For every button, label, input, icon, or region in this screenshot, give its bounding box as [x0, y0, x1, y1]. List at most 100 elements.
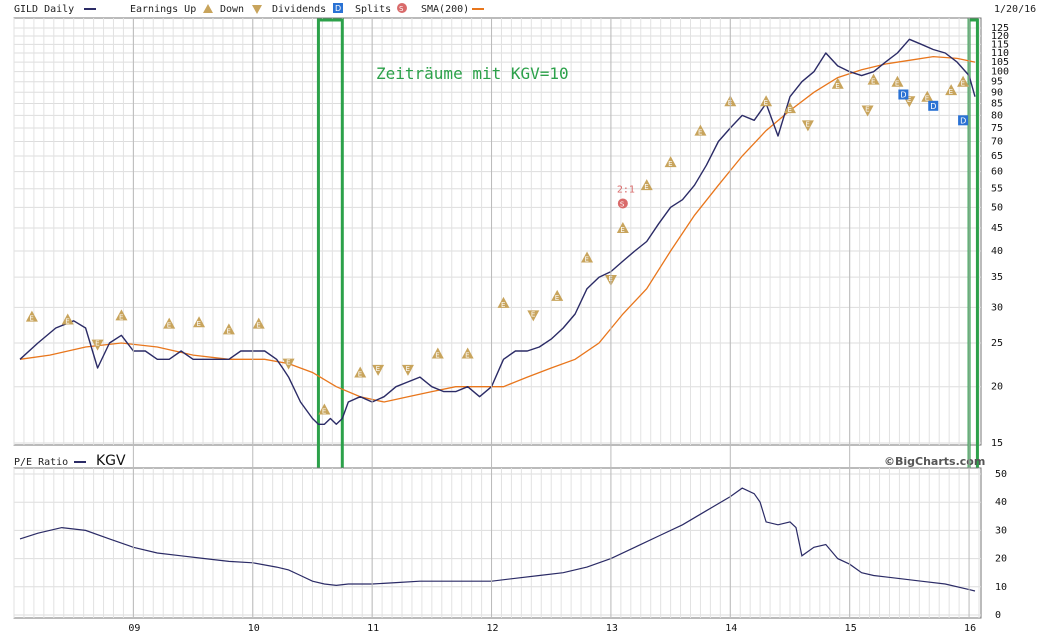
earnings-up-marker: E: [193, 316, 206, 328]
earnings-up-marker: E: [760, 95, 773, 107]
earnings-down-marker: E: [372, 364, 385, 376]
svg-text:E: E: [501, 301, 505, 309]
svg-text:E: E: [376, 365, 380, 373]
price-tick-label: 125: [991, 23, 1009, 34]
price-tick-label: 30: [991, 302, 1003, 313]
x-tick-label: 14: [725, 623, 737, 634]
pe-y-axis: 50 40 30 20 10 0: [995, 469, 1007, 621]
x-tick-label: 15: [845, 623, 857, 634]
price-tick-label: 20: [991, 382, 1003, 393]
svg-text:E: E: [119, 313, 123, 321]
legend: GILD Daily Earnings Up Down Dividends D …: [14, 3, 1036, 15]
svg-text:E: E: [465, 351, 469, 359]
pe-panel: P/E Ratio KGV ©BigCharts.com 50 40 30 20 10 0: [13, 453, 1007, 621]
svg-text:S: S: [620, 200, 625, 208]
price-tick-label: 80: [991, 110, 1003, 121]
svg-text:E: E: [585, 255, 589, 263]
pe-tick-label: 0: [995, 610, 1001, 621]
svg-text:E: E: [435, 351, 439, 359]
price-tick-label: 70: [991, 136, 1003, 147]
svg-text:E: E: [29, 315, 33, 323]
svg-text:E: E: [197, 320, 201, 328]
x-tick-label: 12: [487, 623, 499, 634]
svg-text:D: D: [930, 102, 936, 111]
pe-tick-label: 30: [995, 525, 1007, 536]
event-markers: EEEEEEEEEEEEEEEEEEEEEEEEEEEEEEEEEEEEDDDS…: [25, 73, 970, 416]
svg-text:E: E: [405, 365, 409, 373]
split-legend-icon: S: [397, 3, 407, 13]
earnings-up-marker: E: [354, 366, 367, 379]
svg-text:S: S: [399, 5, 404, 13]
earnings-up-marker: E: [61, 313, 74, 325]
date-label: 1/20/16: [994, 4, 1036, 15]
price-grid: [13, 18, 981, 445]
svg-text:E: E: [322, 408, 326, 416]
earnings-up-marker: E: [664, 156, 677, 168]
svg-text:E: E: [256, 322, 260, 330]
x-tick-label: 10: [248, 623, 260, 634]
price-tick-label: 90: [991, 87, 1003, 98]
earnings-up-marker: E: [945, 84, 958, 96]
earnings-up-marker: E: [497, 296, 510, 309]
svg-text:E: E: [286, 359, 290, 367]
sma-200-line: [19, 55, 976, 403]
price-tick-label: 120: [991, 31, 1009, 42]
earnings-down-marker: E: [801, 120, 814, 132]
earnings-down-marker: E: [527, 310, 540, 322]
legend-dividends: Dividends: [272, 4, 326, 15]
earnings-up-marker: E: [551, 289, 564, 302]
earnings-up-marker: E: [831, 77, 844, 90]
svg-text:E: E: [531, 310, 535, 318]
price-tick-label: 115: [991, 39, 1009, 50]
earnings-up-marker: E: [640, 179, 653, 191]
svg-text:E: E: [764, 99, 768, 107]
dividend-marker: D: [898, 89, 909, 100]
price-tick-label: 45: [991, 223, 1003, 234]
pe-panel-frame: [13, 467, 982, 619]
earnings-down-legend-icon: [252, 5, 262, 14]
price-tick-label: 75: [991, 123, 1003, 134]
price-tick-label: 105: [991, 57, 1009, 68]
svg-text:E: E: [961, 80, 965, 88]
x-tick-label: 16: [964, 623, 976, 634]
earnings-up-marker: E: [163, 317, 176, 330]
price-panel: 1251201151101051009590858075706560555045…: [13, 17, 1009, 619]
earnings-down-marker: E: [861, 105, 874, 117]
pe-line: [19, 487, 976, 592]
earnings-up-marker: E: [461, 347, 474, 359]
svg-text:E: E: [949, 88, 953, 96]
svg-text:E: E: [167, 322, 171, 330]
split-marker: S 2:1: [617, 184, 635, 209]
earnings-up-marker: E: [867, 73, 880, 86]
price-tick-label: 85: [991, 98, 1003, 109]
price-tick-label: 15: [991, 438, 1003, 449]
x-tick-label: 09: [128, 623, 140, 634]
price-tick-label: 50: [991, 202, 1003, 213]
svg-text:E: E: [895, 80, 899, 88]
legend-splits: Splits: [355, 4, 391, 15]
earnings-up-marker: E: [957, 75, 970, 88]
pe-tick-label: 40: [995, 497, 1007, 508]
price-tick-label: 25: [991, 338, 1003, 349]
earnings-up-marker: E: [783, 102, 796, 114]
price-tick-label: 35: [991, 272, 1003, 283]
dividend-legend-icon: D: [333, 3, 343, 13]
pe-tick-label: 10: [995, 582, 1007, 593]
earnings-up-marker: E: [616, 221, 629, 234]
earnings-down-marker: E: [401, 364, 414, 376]
dividend-marker: D: [928, 100, 939, 111]
svg-text:E: E: [226, 327, 230, 335]
price-tick-label: 65: [991, 151, 1003, 162]
earnings-down-marker: E: [282, 358, 295, 370]
legend-earnings-up: Earnings Up: [130, 4, 196, 15]
price-tick-label: 95: [991, 77, 1003, 88]
svg-text:D: D: [960, 116, 966, 125]
earnings-up-marker: E: [431, 347, 444, 359]
x-axis: 09 10 11 12 13 14 15 16: [128, 18, 976, 634]
earnings-up-marker: E: [222, 323, 235, 335]
price-tick-label: 110: [991, 48, 1009, 59]
price-tick-label: 60: [991, 167, 1003, 178]
kgv-label: KGV: [96, 453, 126, 469]
earnings-up-marker: E: [891, 75, 904, 88]
